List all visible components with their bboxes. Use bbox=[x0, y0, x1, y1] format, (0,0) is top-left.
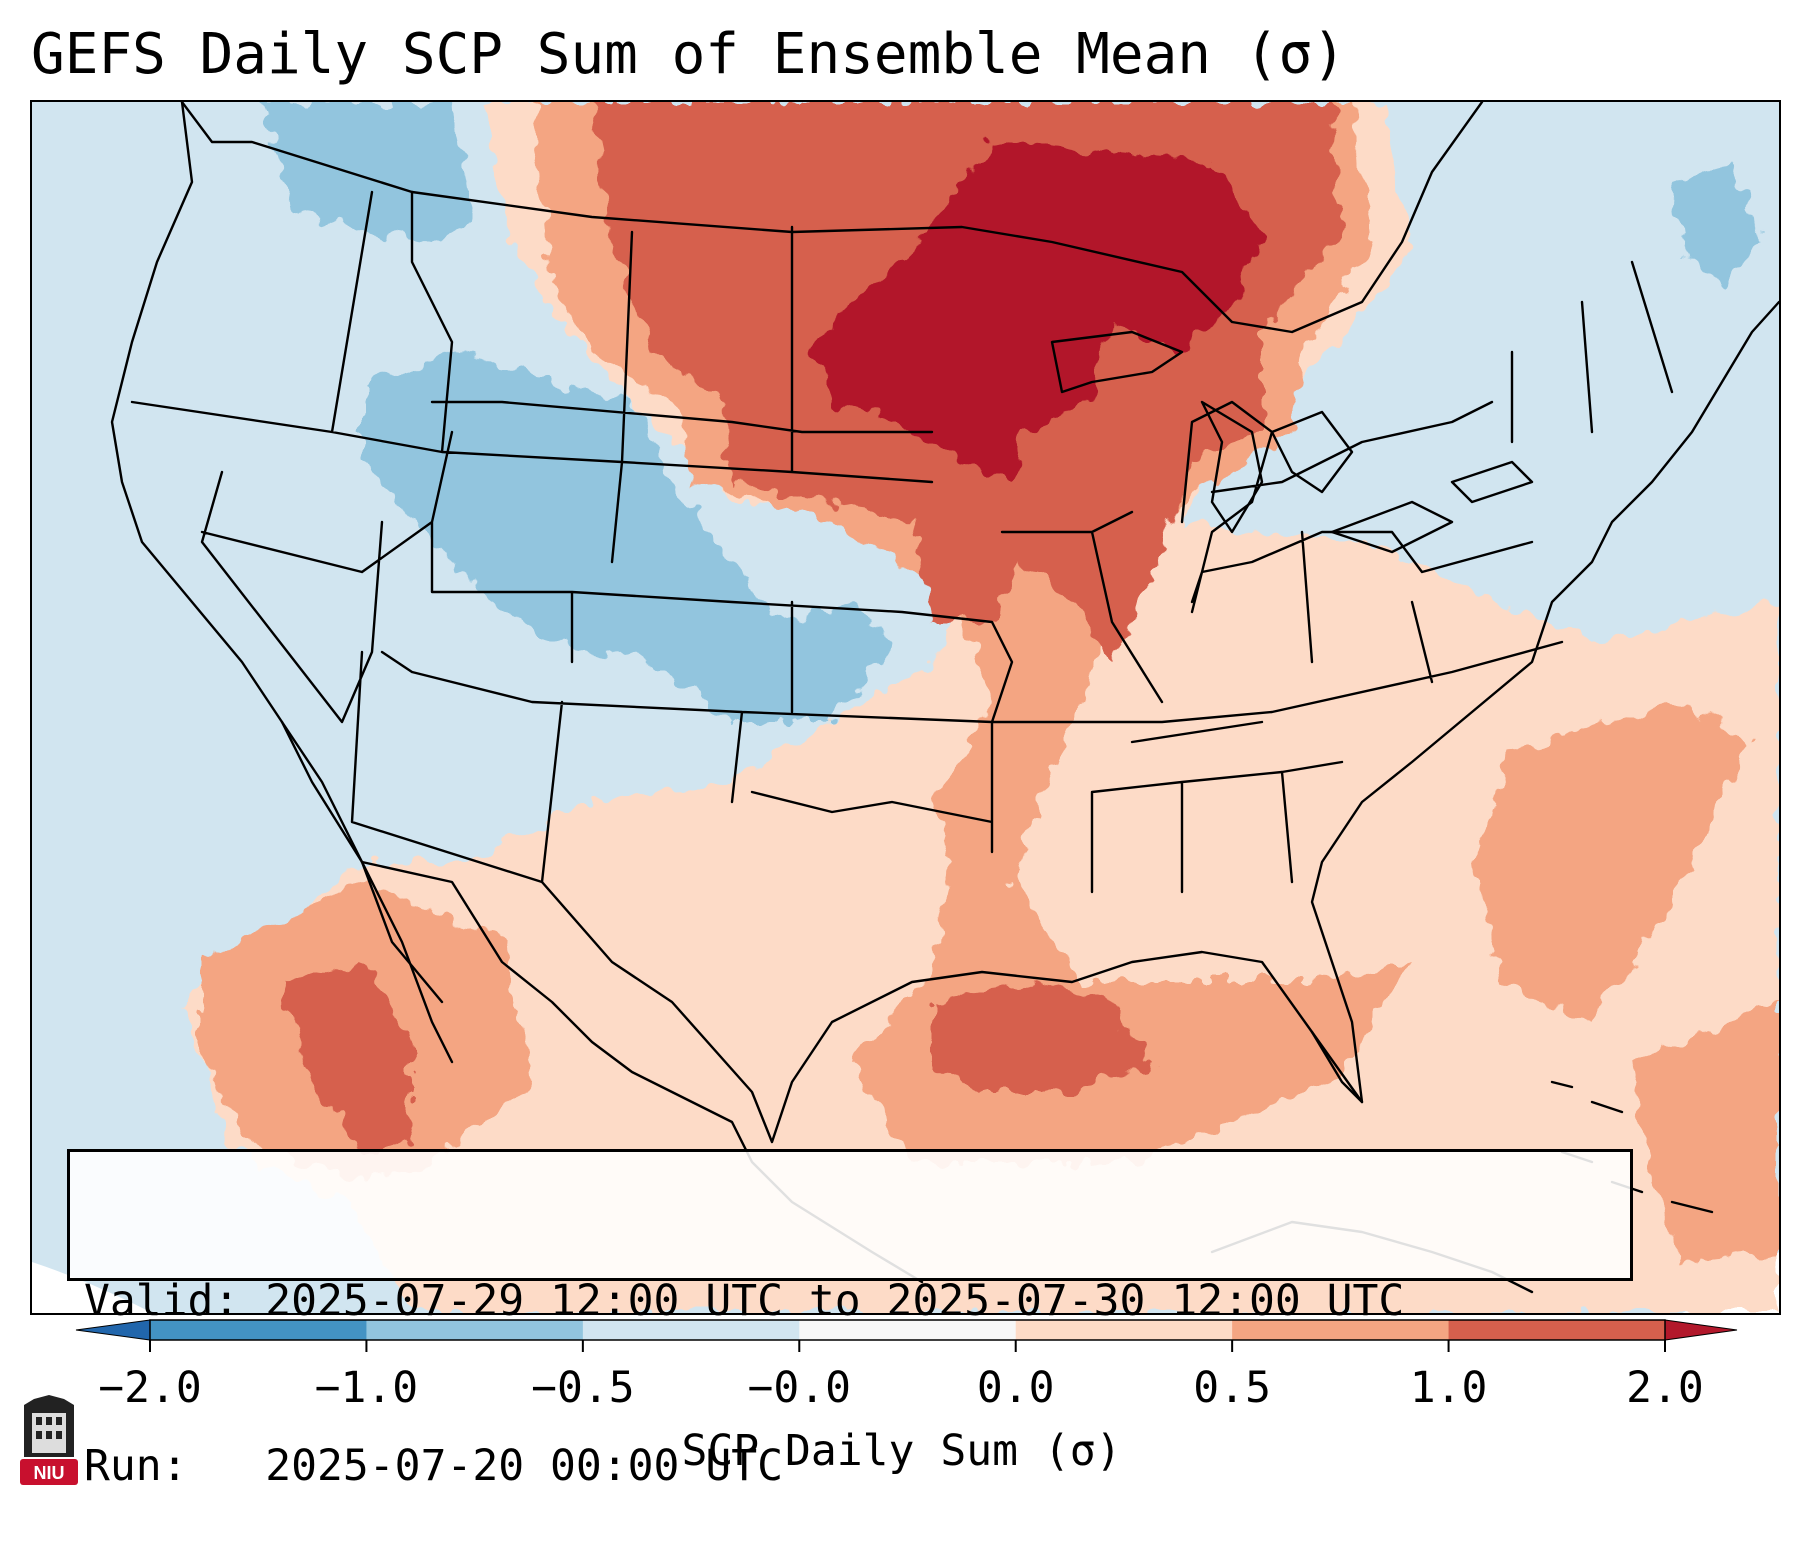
colorbar-tick-label: 1.0 bbox=[1410, 1363, 1488, 1413]
colorbar-segment bbox=[150, 1320, 367, 1340]
colorbar-tick-label: 2.0 bbox=[1626, 1363, 1704, 1413]
run-label: Run: bbox=[84, 1441, 188, 1491]
colorbar-tick-label: 0.0 bbox=[977, 1363, 1055, 1413]
colorbar: −2.0 −1.0 −0.5 −0.0 0.0 0.5 1.0 2.0 bbox=[75, 1319, 1738, 1413]
run-value: 2025-07-20 00:00 UTC bbox=[265, 1441, 783, 1491]
region-negative bbox=[262, 102, 472, 242]
region-strong-positive-gulf bbox=[932, 982, 1152, 1092]
colorbar-segment bbox=[1448, 1320, 1666, 1340]
region-medium-positive-carib bbox=[1632, 1002, 1779, 1262]
colorbar-segment bbox=[366, 1320, 584, 1340]
gulf-coast bbox=[540, 300, 1779, 1144]
valid-time-box: Valid: 2025-07-29 12:00 UTC to 2025-07-3… bbox=[67, 1149, 1633, 1491]
colorbar-outline bbox=[149, 1319, 1666, 1341]
map-title: GEFS Daily SCP Sum of Ensemble Mean (σ) bbox=[31, 22, 1346, 87]
valid-label: Valid: bbox=[84, 1276, 240, 1326]
colorbar-under-extend bbox=[75, 1319, 151, 1341]
colorbar-ticks: −2.0 −1.0 −0.5 −0.0 0.0 0.5 1.0 2.0 bbox=[98, 1340, 1704, 1413]
outside-domain bbox=[32, 1262, 152, 1313]
region-negative-rockies bbox=[362, 352, 892, 722]
colorbar-segment bbox=[1015, 1320, 1233, 1340]
colorbar-tick-label: 0.5 bbox=[1193, 1363, 1271, 1413]
colorbar-tick-label: −0.5 bbox=[531, 1363, 635, 1413]
valid-value: 2025-07-29 12:00 UTC to 2025-07-30 12:00… bbox=[265, 1276, 1405, 1326]
great-lakes bbox=[1050, 330, 1534, 554]
region-extreme-positive bbox=[812, 142, 1262, 482]
niu-logo: NIU bbox=[20, 1395, 78, 1485]
colorbar-title: SCP Daily Sum (σ) bbox=[681, 1426, 1122, 1476]
colorbar-tick-label: −0.0 bbox=[748, 1363, 852, 1413]
region-negative-ne bbox=[1672, 162, 1762, 282]
colorbar-tick-label: −1.0 bbox=[315, 1363, 419, 1413]
colorbar-segment bbox=[1232, 1320, 1450, 1340]
anomaly-shading bbox=[182, 102, 1779, 1313]
colorbar-over-extend bbox=[1664, 1319, 1738, 1341]
west-coast bbox=[110, 102, 444, 1004]
run-line: Run: 2025-07-20 00:00 UTC bbox=[84, 1439, 1630, 1494]
colorbar-segment bbox=[799, 1320, 1017, 1340]
scp-map bbox=[32, 102, 1779, 1313]
canada-border bbox=[180, 102, 1484, 334]
map-frame bbox=[30, 100, 1781, 1315]
baja bbox=[280, 720, 454, 1064]
region-strong-positive-baja bbox=[282, 962, 412, 1152]
valid-line: Valid: 2025-07-29 12:00 UTC to 2025-07-3… bbox=[84, 1274, 1630, 1329]
region-medium-positive-atlantic bbox=[1472, 702, 1752, 1022]
state-lines bbox=[130, 190, 1674, 894]
florida bbox=[1310, 1030, 1364, 1104]
colorbar-tick-label: −2.0 bbox=[98, 1363, 202, 1413]
colorbar-segments bbox=[75, 1319, 1738, 1341]
colorbar-segment bbox=[582, 1320, 800, 1340]
niu-logo-text: NIU bbox=[34, 1463, 65, 1483]
